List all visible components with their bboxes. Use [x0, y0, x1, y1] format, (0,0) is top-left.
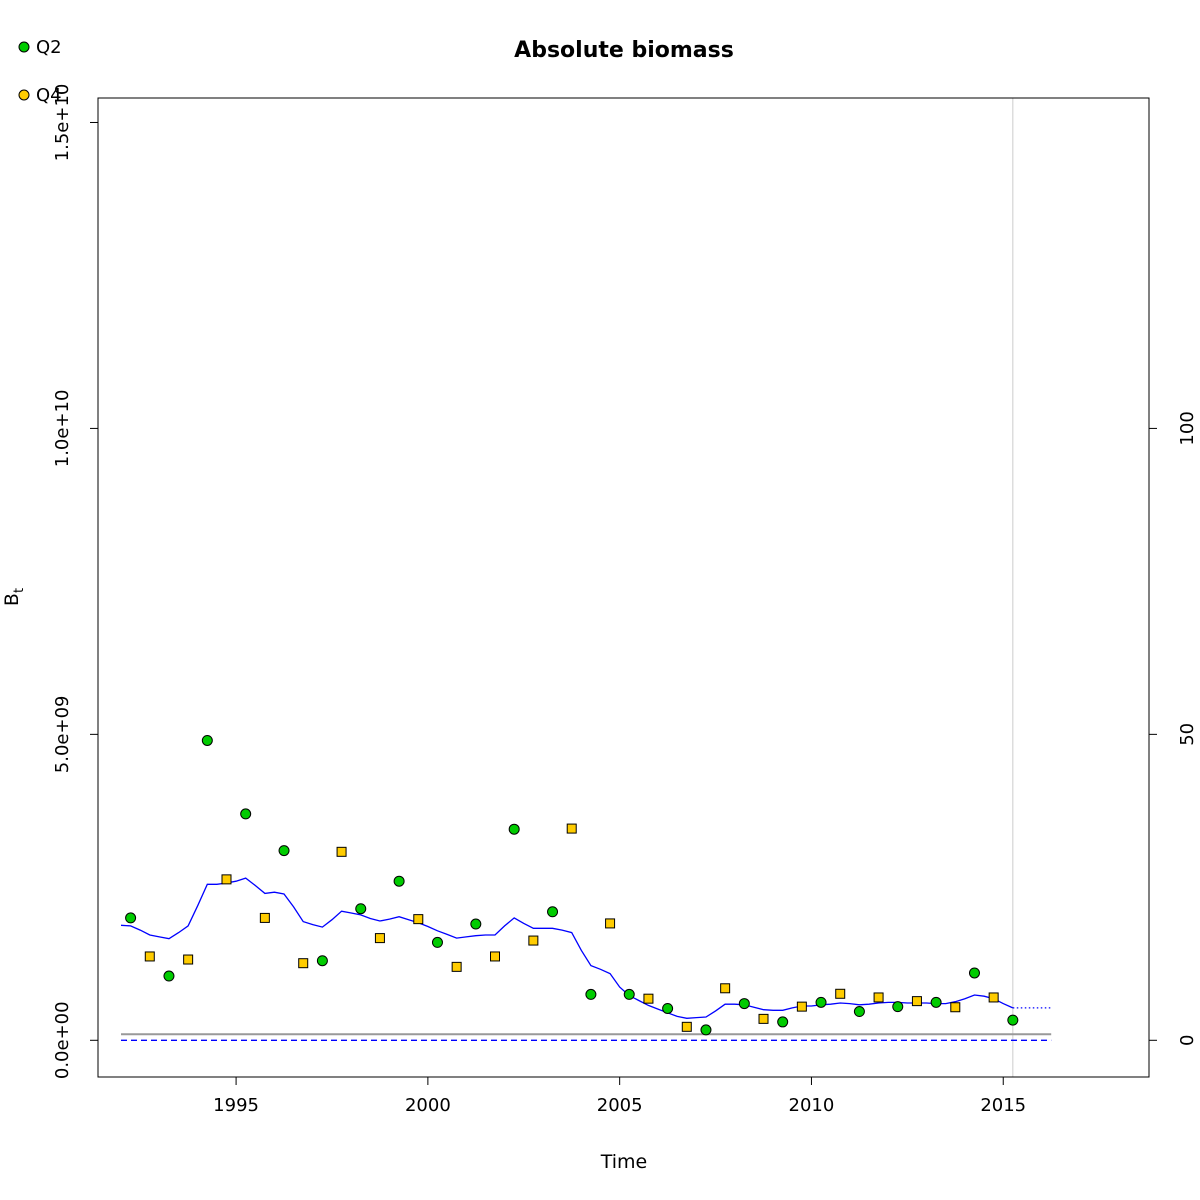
chart-title: Absolute biomass [514, 38, 734, 63]
q2-point [201, 734, 213, 746]
q4-point [413, 914, 424, 925]
legend-q2-label: Q2 [36, 37, 62, 58]
q2-point [508, 823, 520, 835]
q4-point [259, 912, 270, 923]
y-tick-label: 5.0e+09 [52, 696, 73, 774]
q4-point [911, 996, 922, 1007]
x-tick-label: 2015 [980, 1095, 1026, 1116]
q2-point [738, 998, 750, 1010]
y-axis-label-subscript: t [12, 588, 27, 593]
q2-point [585, 988, 597, 1000]
q4-point [873, 992, 884, 1003]
q4-point [298, 958, 309, 969]
q2-point [930, 996, 942, 1008]
y-tick-label: 1.5e+10 [52, 84, 73, 162]
q4-point [490, 951, 501, 962]
y2-tick-label: 100 [1177, 411, 1198, 445]
legend-q4-marker [18, 89, 30, 101]
legend-q2-marker [18, 41, 30, 53]
q4-point [221, 874, 232, 885]
q4-point [336, 846, 347, 857]
q4-point [988, 992, 999, 1003]
q4-point [835, 988, 846, 999]
q2-point [125, 912, 137, 924]
q4-point [183, 954, 194, 965]
q2-point [278, 845, 290, 857]
q4-point [950, 1002, 961, 1013]
y-tick-label: 0.0e+00 [52, 1001, 73, 1079]
q2-point [163, 970, 175, 982]
x-tick-label: 2000 [405, 1095, 451, 1116]
legend-q4-label: Q4 [36, 85, 62, 106]
q4-point [144, 951, 155, 962]
q2-point [547, 906, 559, 918]
q2-point [853, 1006, 865, 1018]
q4-point [796, 1001, 807, 1012]
q2-point [1007, 1014, 1019, 1026]
q4-point [605, 918, 616, 929]
q2-point [662, 1002, 674, 1014]
q2-point [968, 967, 980, 979]
legend: Q2 Q4 [18, 37, 62, 106]
q2-point [777, 1016, 789, 1028]
q2-point [240, 808, 252, 820]
q4-point [374, 933, 385, 944]
q2-point [431, 936, 443, 948]
y-tick-label: 1.0e+10 [52, 390, 73, 468]
plot-frame [97, 97, 1150, 1078]
q2-point [623, 988, 635, 1000]
x-tick-label: 2010 [789, 1095, 835, 1116]
estimated-biomass-line [120, 877, 1014, 1019]
x-axis-label: Time [600, 1151, 648, 1173]
x-tick-label: 2005 [597, 1095, 643, 1116]
q4-point [451, 961, 462, 972]
x-tick-label: 1995 [213, 1095, 259, 1116]
q2-point [892, 1001, 904, 1013]
q4-point [758, 1013, 769, 1024]
q2-point [316, 955, 328, 967]
q2-point [700, 1024, 712, 1036]
y-axis-label: Bt [1, 588, 27, 606]
q2-point [393, 875, 405, 887]
y2-tick-label: 0 [1177, 1035, 1198, 1046]
q2-point [355, 903, 367, 915]
q4-point [643, 993, 654, 1004]
q4-point [681, 1021, 692, 1032]
q4-point [720, 983, 731, 994]
q2-point [815, 996, 827, 1008]
q2-point [470, 918, 482, 930]
y2-tick-label: 50 [1177, 723, 1198, 746]
q4-point [528, 935, 539, 946]
q4-point [566, 823, 577, 834]
